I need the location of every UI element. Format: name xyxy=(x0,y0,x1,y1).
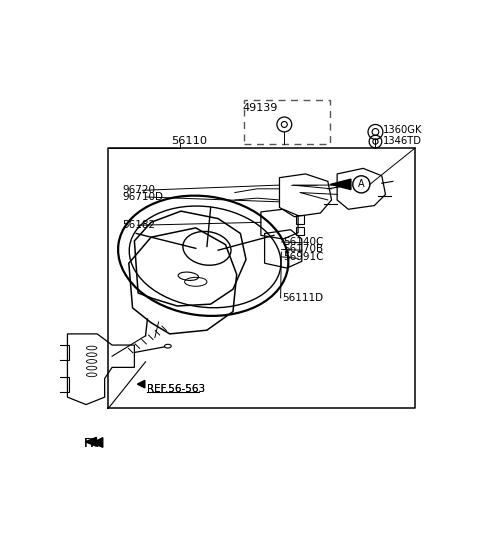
Text: 96720: 96720 xyxy=(122,185,155,195)
Text: 56111D: 56111D xyxy=(282,293,324,303)
Polygon shape xyxy=(330,179,351,190)
Polygon shape xyxy=(94,438,103,447)
Text: A: A xyxy=(358,179,365,189)
Polygon shape xyxy=(137,380,145,388)
Bar xyxy=(296,227,304,235)
Text: FR.: FR. xyxy=(84,437,103,450)
Bar xyxy=(58,377,69,392)
Text: 56140C: 56140C xyxy=(284,237,324,247)
Text: REF.56-563: REF.56-563 xyxy=(147,383,205,394)
Text: 49139: 49139 xyxy=(242,103,277,113)
Text: 1346TD: 1346TD xyxy=(383,136,422,146)
Text: 56170B: 56170B xyxy=(284,245,324,254)
Text: REF.56-563: REF.56-563 xyxy=(147,383,205,394)
Text: FR.: FR. xyxy=(84,437,103,450)
Bar xyxy=(58,345,69,360)
Polygon shape xyxy=(85,437,96,446)
Text: 56182: 56182 xyxy=(122,220,155,230)
Bar xyxy=(296,215,304,224)
Text: 56991C: 56991C xyxy=(284,252,324,262)
Text: 96710D: 96710D xyxy=(122,192,163,202)
Text: 56110: 56110 xyxy=(172,136,208,146)
Text: 1360GK: 1360GK xyxy=(383,125,422,136)
Bar xyxy=(244,100,330,144)
